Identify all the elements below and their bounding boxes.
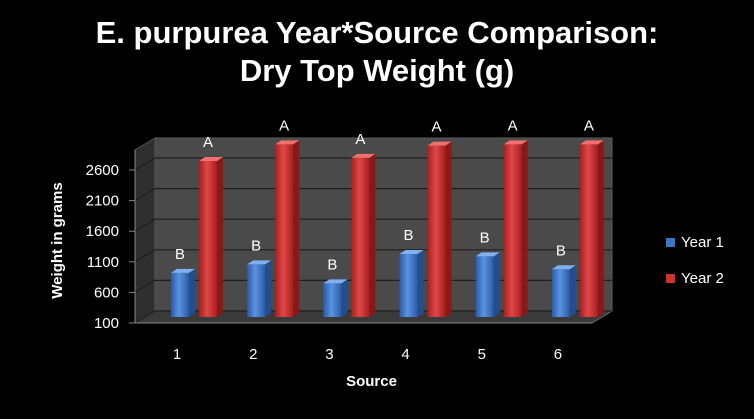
x-tick-label: 3 xyxy=(325,346,333,363)
bar-data-label: A xyxy=(355,131,365,148)
bar-side xyxy=(189,268,195,317)
bars xyxy=(171,140,604,317)
gridline xyxy=(134,310,612,324)
bar-year-1-source-5 xyxy=(475,256,494,317)
bar-data-label: A xyxy=(431,119,441,136)
bar-top xyxy=(551,265,576,270)
gridline xyxy=(134,279,612,293)
bar-top xyxy=(199,156,223,161)
x-tick-label: 4 xyxy=(401,346,409,363)
gridline xyxy=(134,157,612,171)
bar-top xyxy=(351,153,376,158)
bar-year-2-source-5 xyxy=(503,144,522,317)
y-tick-label: 2100 xyxy=(86,193,119,210)
bar-top xyxy=(247,260,272,265)
bar-data-label: A xyxy=(203,134,213,151)
bar-year-1-source-6 xyxy=(551,269,570,317)
x-tick-label: 6 xyxy=(554,346,562,363)
x-tick-label: 1 xyxy=(173,346,181,363)
bar-side xyxy=(521,140,528,317)
y-tick-label: 100 xyxy=(94,315,119,332)
bar-year-2-source-3 xyxy=(351,157,370,317)
legend-item-year-2: Year 2 xyxy=(666,270,724,287)
bar-year-1-source-4 xyxy=(399,253,418,317)
y-tick-label: 600 xyxy=(94,284,119,301)
bar-data-label: A xyxy=(279,117,289,134)
bar-top xyxy=(503,140,528,145)
bar-side xyxy=(445,141,452,317)
chart-title-line-2: Dry Top Weight (g) xyxy=(239,53,515,88)
bar-side xyxy=(417,249,424,317)
legend-swatch-year-2 xyxy=(666,274,675,283)
bar-top xyxy=(171,268,195,273)
bar-year-2-source-4 xyxy=(427,145,446,317)
bar-year-1-source-1 xyxy=(171,272,189,317)
gridline xyxy=(134,218,612,232)
x-axis-title: Source xyxy=(346,373,397,390)
legend-label-year-1: Year 1 xyxy=(681,234,724,251)
x-tick-label: 5 xyxy=(478,346,486,363)
y-tick-label: 1600 xyxy=(86,223,119,240)
bar-top xyxy=(475,252,500,257)
bar-data-label: A xyxy=(584,117,594,134)
bar-year-1-source-3 xyxy=(323,283,342,317)
gridline xyxy=(134,188,612,202)
chart-title: E. purpurea Year*Source Comparison: Dry … xyxy=(0,14,754,90)
bar-year-1-source-2 xyxy=(247,264,266,317)
side-wall xyxy=(134,137,156,324)
bar-data-label: B xyxy=(480,229,490,246)
bar-side xyxy=(597,140,604,317)
gridlines xyxy=(134,157,612,324)
y-tick-label: 2600 xyxy=(86,162,119,179)
bar-year-2-source-6 xyxy=(579,144,598,317)
back-wall xyxy=(154,137,613,312)
bar-side xyxy=(493,252,500,317)
bar-year-2-source-1 xyxy=(199,160,217,317)
bar-side xyxy=(217,156,223,317)
bar-labels: B A B A B A B A B A B A xyxy=(175,117,594,273)
bar-data-label: B xyxy=(327,256,337,273)
bar-top xyxy=(399,249,424,254)
legend-swatch-year-1 xyxy=(666,238,675,247)
bar-side xyxy=(265,260,272,317)
x-tick-label: 2 xyxy=(249,346,257,363)
bar-year-2-source-2 xyxy=(275,144,294,317)
bar-top xyxy=(579,140,604,145)
bar-data-label: B xyxy=(403,227,413,244)
bar-data-label: A xyxy=(508,117,518,134)
legend-label-year-2: Year 2 xyxy=(681,270,724,287)
bar-side xyxy=(293,140,300,317)
bar-data-label: B xyxy=(251,237,261,254)
bar-data-label: B xyxy=(556,242,566,259)
bar-side xyxy=(569,265,576,317)
chart-title-line-1: E. purpurea Year*Source Comparison: xyxy=(95,15,659,50)
y-tick-label: 1100 xyxy=(87,254,119,271)
axes: 100 600 1100 1600 2100 2600 1 2 3 4 5 6 Source Weight… xyxy=(49,150,592,390)
bar-top xyxy=(275,140,300,145)
bar-data-label: B xyxy=(175,246,185,263)
bar-side xyxy=(369,153,376,317)
legend-item-year-1: Year 1 xyxy=(666,234,724,251)
bar-side xyxy=(341,279,348,317)
bar-top xyxy=(323,279,348,284)
gridline xyxy=(134,249,612,263)
bar-top xyxy=(427,141,452,146)
y-axis-title: Weight in grams xyxy=(49,182,66,298)
